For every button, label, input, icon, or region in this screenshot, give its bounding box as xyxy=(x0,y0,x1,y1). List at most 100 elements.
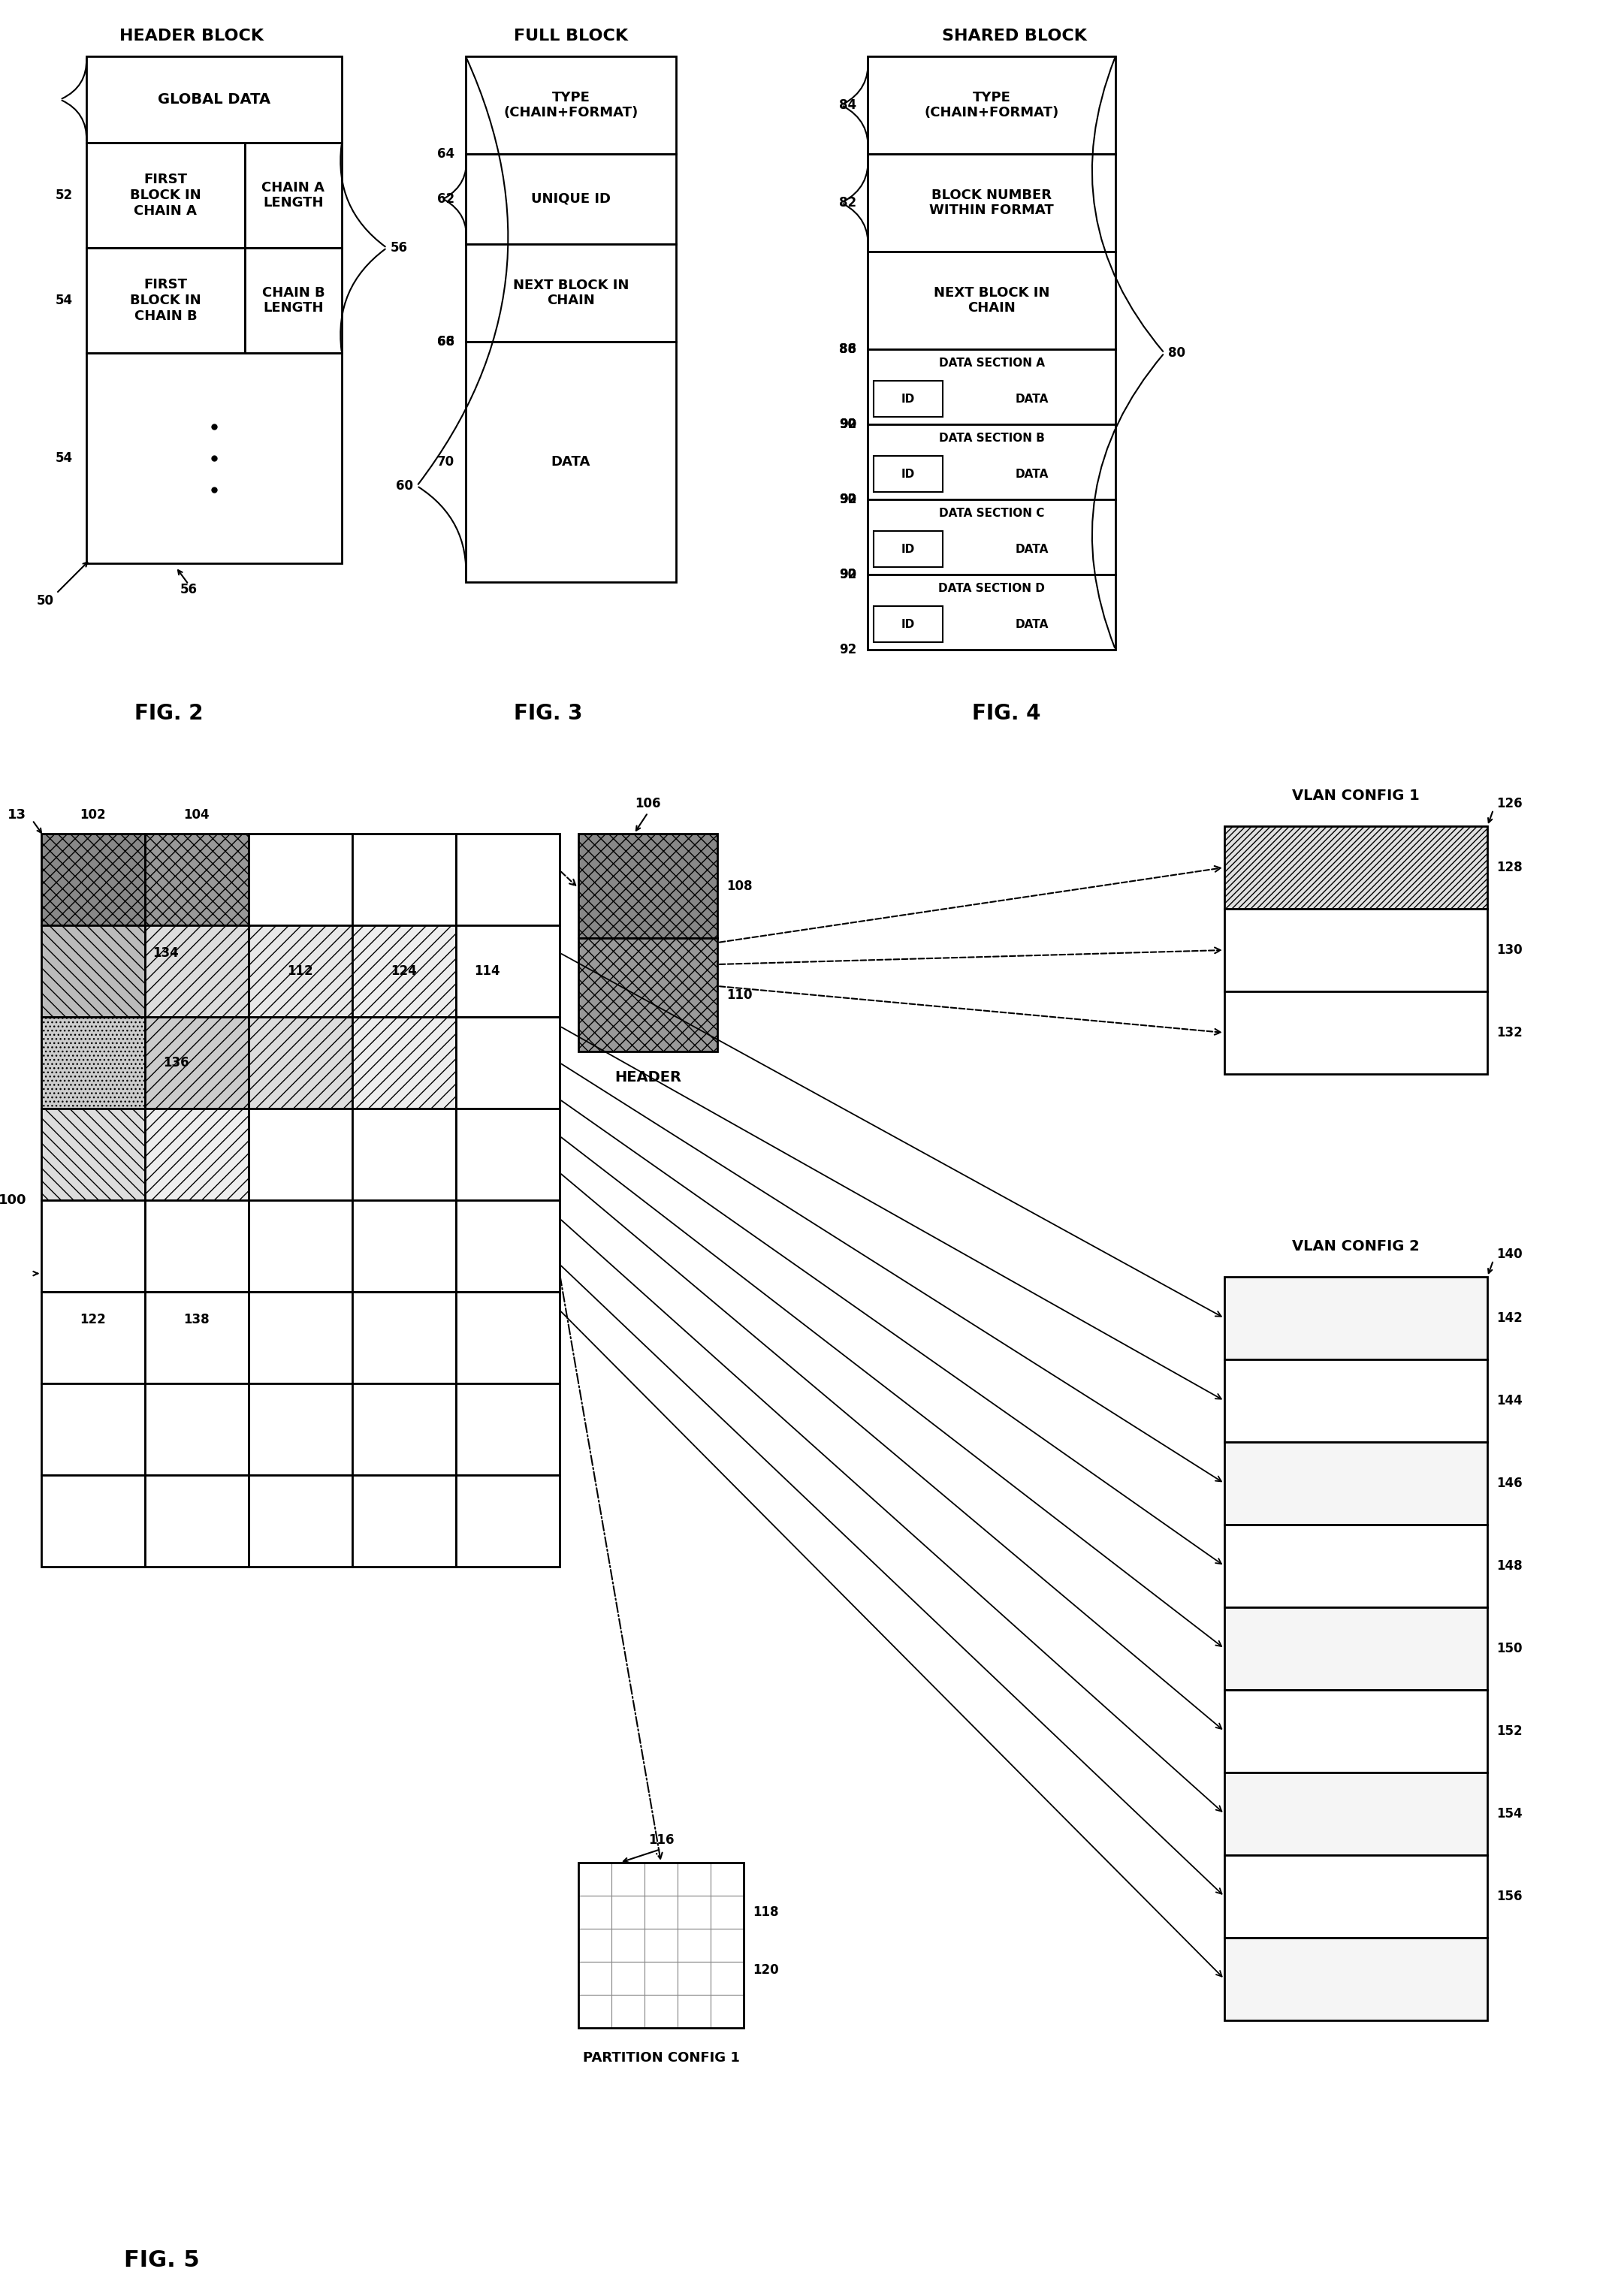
Bar xyxy=(42,1293,144,1384)
Text: 102: 102 xyxy=(80,808,106,822)
Bar xyxy=(353,1384,455,1474)
Text: TYPE
(CHAIN+FORMAT): TYPE (CHAIN+FORMAT) xyxy=(503,90,638,119)
Text: 60: 60 xyxy=(396,480,414,494)
Text: 138: 138 xyxy=(184,1313,210,1327)
Bar xyxy=(1225,1277,1488,1359)
Text: 120: 120 xyxy=(753,1963,779,1977)
Text: UNIQUE ID: UNIQUE ID xyxy=(531,193,611,207)
Text: NEXT BLOCK IN
CHAIN: NEXT BLOCK IN CHAIN xyxy=(513,278,628,308)
Bar xyxy=(678,1929,710,1961)
Text: 66: 66 xyxy=(438,335,455,349)
Text: NEXT BLOCK IN
CHAIN: NEXT BLOCK IN CHAIN xyxy=(933,287,1050,315)
Bar xyxy=(455,833,559,925)
Bar xyxy=(248,1017,353,1109)
Bar xyxy=(1225,1359,1488,1442)
Text: 62: 62 xyxy=(438,193,455,207)
Text: 92: 92 xyxy=(838,418,856,432)
Bar xyxy=(353,1017,455,1109)
Text: 106: 106 xyxy=(635,797,660,810)
Text: FIG. 5: FIG. 5 xyxy=(123,2250,199,2271)
Bar xyxy=(248,833,353,925)
Bar xyxy=(42,1201,144,1293)
Text: ID: ID xyxy=(901,544,915,556)
Text: 92: 92 xyxy=(838,643,856,657)
Bar xyxy=(87,142,245,248)
Bar xyxy=(42,833,144,925)
Text: 152: 152 xyxy=(1496,1724,1523,1738)
Bar xyxy=(1225,827,1488,909)
Bar xyxy=(867,501,1116,574)
Bar xyxy=(579,1929,611,1961)
Bar xyxy=(710,1896,744,1929)
Text: SHARED BLOCK: SHARED BLOCK xyxy=(941,28,1087,44)
Bar xyxy=(353,1109,455,1201)
Bar xyxy=(245,142,341,248)
Text: 70: 70 xyxy=(438,455,455,468)
Text: GLOBAL DATA: GLOBAL DATA xyxy=(157,92,271,106)
Text: DATA: DATA xyxy=(1016,544,1048,556)
Text: 92: 92 xyxy=(838,494,856,505)
Bar xyxy=(455,1384,559,1474)
Text: 108: 108 xyxy=(726,879,752,893)
Bar xyxy=(87,354,341,563)
Bar xyxy=(353,1293,455,1384)
Bar xyxy=(353,1474,455,1566)
Text: VLAN CONFIG 1: VLAN CONFIG 1 xyxy=(1292,788,1420,804)
Text: DATA SECTION C: DATA SECTION C xyxy=(939,507,1044,519)
Bar xyxy=(353,1201,455,1293)
Bar xyxy=(874,606,943,643)
Text: FIRST
BLOCK IN
CHAIN A: FIRST BLOCK IN CHAIN A xyxy=(130,172,200,218)
Bar xyxy=(144,1109,248,1201)
Text: DATA: DATA xyxy=(551,455,590,468)
Text: 144: 144 xyxy=(1496,1394,1523,1407)
Text: 130: 130 xyxy=(1496,944,1523,957)
Bar xyxy=(710,1961,744,1995)
Bar xyxy=(579,939,718,1052)
Bar xyxy=(710,1929,744,1961)
Text: BLOCK NUMBER
WITHIN FORMAT: BLOCK NUMBER WITHIN FORMAT xyxy=(930,188,1053,218)
Text: 92: 92 xyxy=(838,567,856,581)
Bar xyxy=(144,1017,248,1109)
Bar xyxy=(42,1384,144,1474)
Bar xyxy=(678,1995,710,2027)
Text: 136: 136 xyxy=(164,1056,189,1070)
Text: DATA: DATA xyxy=(1016,468,1048,480)
Text: 128: 128 xyxy=(1496,861,1523,875)
Text: TYPE
(CHAIN+FORMAT): TYPE (CHAIN+FORMAT) xyxy=(925,90,1060,119)
Bar xyxy=(248,1474,353,1566)
Text: 54: 54 xyxy=(56,452,72,464)
Text: 126: 126 xyxy=(1496,797,1523,810)
Bar xyxy=(42,1474,144,1566)
Bar xyxy=(248,1384,353,1474)
Text: 154: 154 xyxy=(1496,1807,1523,1821)
Text: 80: 80 xyxy=(1169,347,1185,360)
Bar xyxy=(1225,1607,1488,1690)
Bar xyxy=(42,1017,144,1109)
Bar xyxy=(87,248,245,354)
Bar xyxy=(144,833,248,925)
Bar xyxy=(867,154,1116,253)
Text: VLAN CONFIG 2: VLAN CONFIG 2 xyxy=(1292,1240,1420,1254)
Bar xyxy=(874,381,943,418)
Text: 90: 90 xyxy=(838,567,856,581)
Text: 54: 54 xyxy=(56,294,72,308)
Bar xyxy=(579,1896,611,1929)
Text: 100: 100 xyxy=(0,1194,26,1208)
Bar xyxy=(611,1896,644,1929)
Text: 90: 90 xyxy=(838,418,856,432)
Bar xyxy=(678,1961,710,1995)
Bar xyxy=(455,1293,559,1384)
Bar xyxy=(455,1474,559,1566)
Text: 104: 104 xyxy=(184,808,210,822)
Text: 92: 92 xyxy=(838,494,856,505)
Bar xyxy=(644,1896,678,1929)
Text: CHAIN A
LENGTH: CHAIN A LENGTH xyxy=(261,181,325,209)
Bar xyxy=(1225,1442,1488,1525)
Bar xyxy=(466,342,676,583)
Bar xyxy=(611,1929,644,1961)
Text: 140: 140 xyxy=(1496,1247,1523,1261)
Text: 50: 50 xyxy=(37,595,55,608)
Bar xyxy=(248,925,353,1017)
Bar xyxy=(1225,1690,1488,1773)
Text: 110: 110 xyxy=(726,987,752,1001)
